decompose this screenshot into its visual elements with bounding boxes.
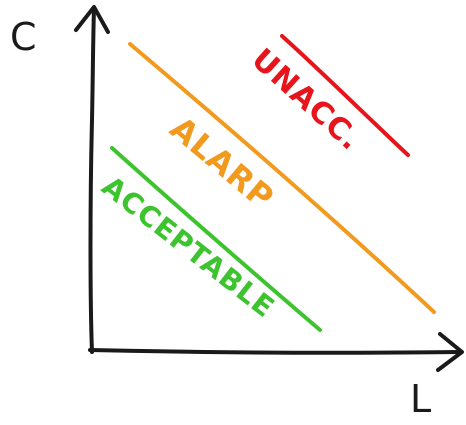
acceptable-boundary-line: [110, 146, 322, 332]
x-axis-arrowhead: [436, 332, 464, 372]
y-axis: [88, 6, 96, 354]
y-axis-label: C: [10, 15, 37, 59]
unacceptable-boundary-line: [280, 34, 410, 157]
alarp-boundary-line: [128, 42, 436, 314]
y-axis-arrowhead: [74, 5, 110, 34]
x-axis-label: L: [410, 377, 431, 421]
x-axis: [88, 348, 462, 355]
